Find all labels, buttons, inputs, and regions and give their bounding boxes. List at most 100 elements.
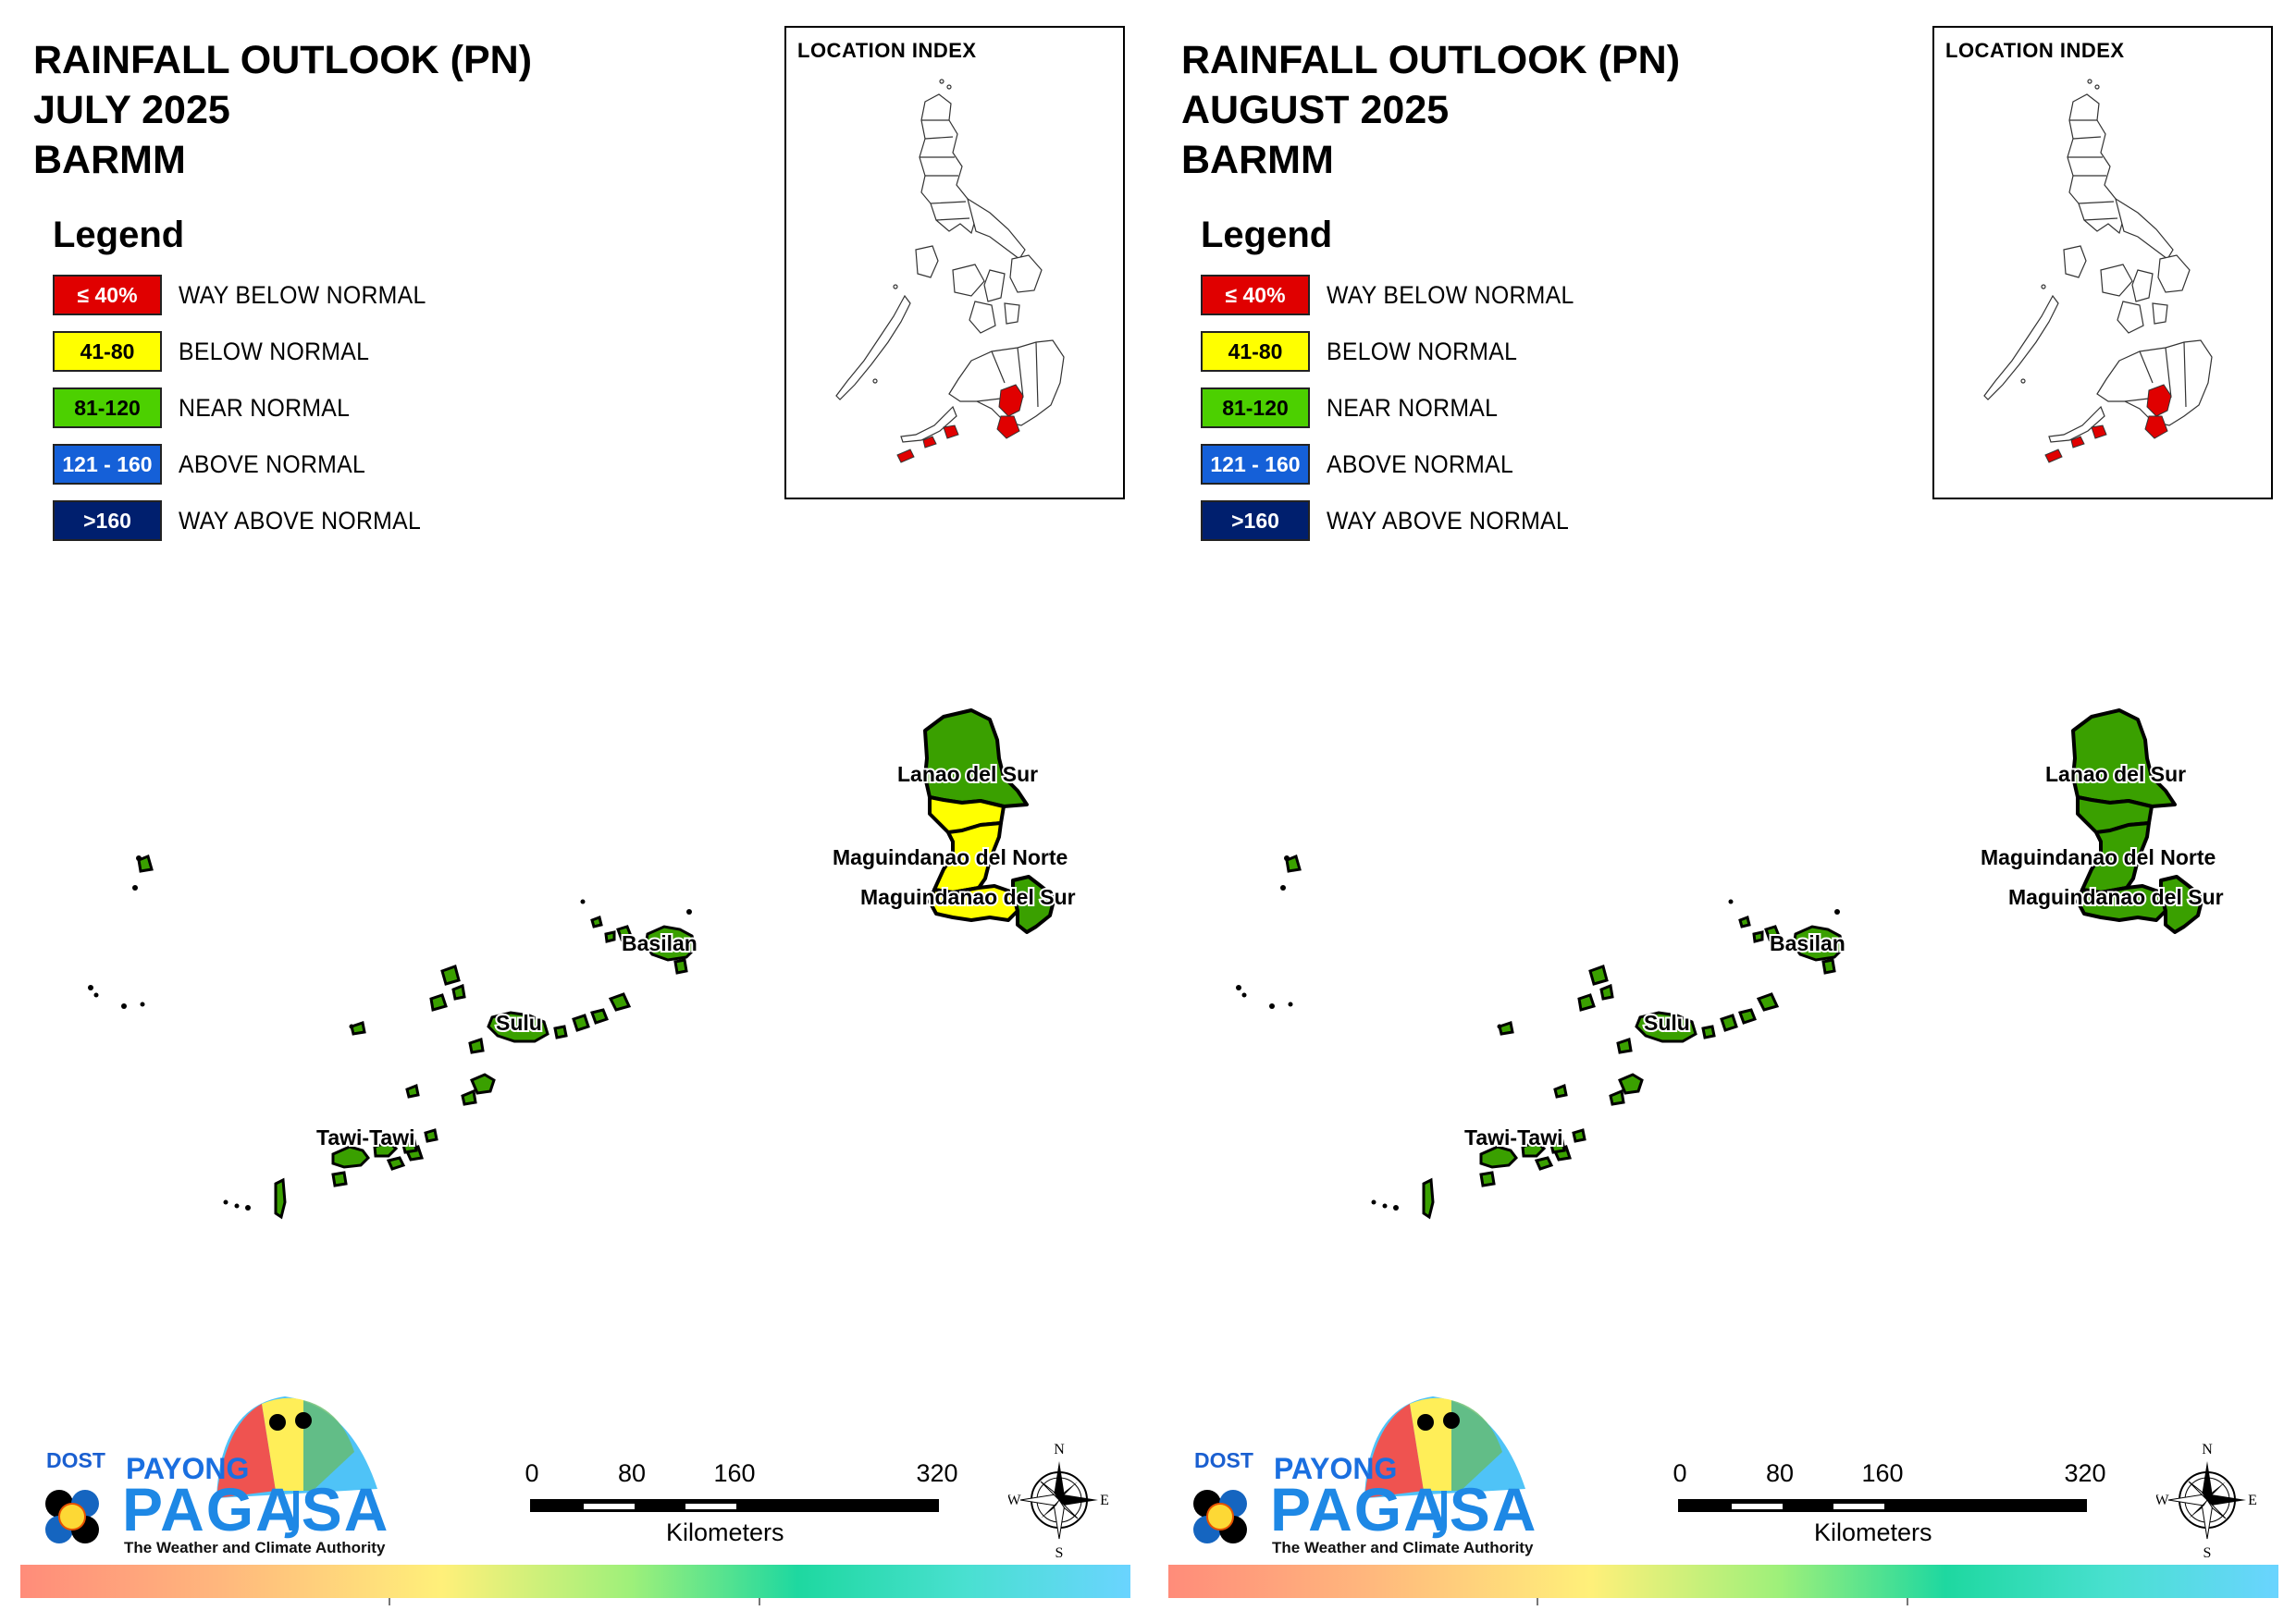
legend-swatch: 121 - 160 bbox=[53, 444, 162, 485]
north-arrow-icon: N S E W bbox=[1006, 1442, 1109, 1561]
legend: Legend ≤ 40% WAY BELOW NORMAL 41-80 BELO… bbox=[53, 215, 448, 555]
legend-item-above-normal: 121 - 160 ABOVE NORMAL bbox=[1201, 442, 1596, 486]
scale-tick-0: 0 bbox=[1673, 1459, 1687, 1487]
map-title: RAINFALL OUTLOOK (PN) AUGUST 2025 BARMM bbox=[1181, 35, 1680, 185]
footer-color-band bbox=[1168, 1565, 2278, 1598]
legend-swatch: ≤ 40% bbox=[1201, 275, 1310, 315]
scale-unit: Kilometers bbox=[1814, 1518, 1932, 1546]
pagasa-wordmark: PAGASA bbox=[122, 1475, 390, 1543]
maguindanao-del-norte bbox=[932, 821, 1003, 894]
legend: Legend ≤ 40% WAY BELOW NORMAL 41-80 BELO… bbox=[1201, 215, 1596, 555]
title-line-3: BARMM bbox=[1181, 138, 1334, 182]
label-maguindanao-del-sur: Maguindanao del Sur bbox=[2008, 885, 2224, 909]
inset-title: LOCATION INDEX bbox=[797, 39, 977, 62]
band-tick bbox=[389, 1598, 390, 1605]
pagasa-tagline: The Weather and Climate Authority bbox=[1272, 1539, 1534, 1556]
legend-item-near-normal: 81-120 NEAR NORMAL bbox=[53, 386, 448, 430]
scale-bar: 0 80 160 320 Kilometers bbox=[1673, 1459, 2110, 1561]
scale-tick-0: 0 bbox=[525, 1459, 539, 1487]
umbrella-logo-graphic bbox=[45, 1396, 377, 1543]
legend-item-way-below-normal: ≤ 40% WAY BELOW NORMAL bbox=[53, 273, 448, 317]
label-tawi-tawi: Tawi-Tawi bbox=[1464, 1125, 1563, 1150]
title-line-1: RAINFALL OUTLOOK (PN) bbox=[1181, 38, 1681, 82]
scale-bar: 0 80 160 320 Kilometers bbox=[525, 1459, 962, 1561]
dost-wordmark: DOST bbox=[46, 1448, 105, 1472]
label-maguindanao-del-norte: Maguindanao del Norte bbox=[833, 845, 1068, 869]
sulu-archipelago-islands bbox=[137, 854, 697, 1220]
legend-label: NEAR NORMAL bbox=[1327, 393, 1499, 422]
map-title: RAINFALL OUTLOOK (PN) JULY 2025 BARMM bbox=[33, 35, 532, 185]
barmm-province-map: Lanao del Sur Maguindanao del Norte Magu… bbox=[1236, 708, 2226, 1220]
compass-e: E bbox=[1100, 1493, 1109, 1508]
august-outlook-panel: RAINFALL OUTLOOK (PN) AUGUST 2025 BARMM … bbox=[1148, 0, 2296, 1623]
scale-segment bbox=[584, 1504, 635, 1509]
payong-wordmark: PAYONG bbox=[126, 1452, 250, 1485]
compass-n: N bbox=[2202, 1442, 2213, 1457]
payong-pagasa-logo: DOST PAYONG PAGASA The Weather and Clima… bbox=[1183, 1387, 1538, 1563]
label-basilan: Basilan bbox=[1770, 931, 1845, 955]
legend-swatch: 41-80 bbox=[1201, 331, 1310, 372]
legend-label: ABOVE NORMAL bbox=[179, 449, 366, 478]
scale-unit: Kilometers bbox=[666, 1518, 784, 1546]
legend-label: BELOW NORMAL bbox=[179, 337, 370, 365]
title-line-2: AUGUST 2025 bbox=[1181, 88, 1450, 132]
scale-segment bbox=[1833, 1504, 1884, 1509]
compass-rose-icon: N S E W bbox=[2154, 1441, 2258, 1561]
barmm-province-map: Lanao del Sur Maguindanao del Norte Magu… bbox=[88, 708, 1078, 1220]
legend-swatch: 81-120 bbox=[53, 387, 162, 428]
compass-n: N bbox=[1054, 1442, 1065, 1457]
scale-segment bbox=[1732, 1504, 1783, 1509]
scale-tick-160: 160 bbox=[713, 1459, 756, 1487]
title-line-2: JULY 2025 bbox=[33, 88, 230, 132]
philippines-outline-map bbox=[835, 79, 1065, 463]
compass-s: S bbox=[2203, 1545, 2212, 1559]
legend-label: WAY BELOW NORMAL bbox=[179, 280, 426, 309]
province-labels: Lanao del Sur Maguindanao del Norte Magu… bbox=[1463, 760, 2226, 1151]
legend-title: Legend bbox=[53, 215, 185, 255]
legend-swatch: >160 bbox=[53, 500, 162, 541]
title-line-3: BARMM bbox=[33, 138, 186, 182]
legend-swatch: 121 - 160 bbox=[1201, 444, 1310, 485]
scale-bar-graphic bbox=[1678, 1499, 2087, 1512]
legend-item-above-normal: 121 - 160 ABOVE NORMAL bbox=[53, 442, 448, 486]
sulu-archipelago-islands bbox=[1285, 854, 1845, 1220]
label-maguindanao-del-norte: Maguindanao del Norte bbox=[1981, 845, 2216, 869]
legend-swatch: >160 bbox=[1201, 500, 1310, 541]
legend-item-below-normal: 41-80 BELOW NORMAL bbox=[1201, 329, 1596, 374]
map-footer: DOST PAYONG PAGASA The Weather and Clima… bbox=[0, 1387, 1148, 1623]
islet-dots bbox=[1236, 855, 1840, 1211]
maguindanao-del-sur bbox=[928, 884, 1019, 922]
province-labels: Lanao del Sur Maguindanao del Norte Magu… bbox=[315, 760, 1078, 1151]
islet-dots bbox=[88, 855, 692, 1211]
label-sulu: Sulu bbox=[496, 1011, 542, 1035]
scale-tick-80: 80 bbox=[1765, 1459, 1795, 1487]
legend-label: NEAR NORMAL bbox=[179, 393, 351, 422]
label-tawi-tawi: Tawi-Tawi bbox=[316, 1125, 415, 1150]
label-lanao-del-sur: Lanao del Sur bbox=[897, 762, 1038, 786]
inset-title: LOCATION INDEX bbox=[1945, 39, 2125, 62]
scale-tick-320: 320 bbox=[2064, 1459, 2106, 1487]
scale-tick-160: 160 bbox=[1861, 1459, 1904, 1487]
legend-item-below-normal: 41-80 BELOW NORMAL bbox=[53, 329, 448, 374]
lanao-del-sur-north bbox=[2071, 708, 2177, 808]
legend-label: WAY ABOVE NORMAL bbox=[1327, 506, 1570, 535]
legend-title: Legend bbox=[1201, 215, 1333, 255]
band-tick bbox=[1907, 1598, 1908, 1605]
label-lanao-del-sur: Lanao del Sur bbox=[2045, 762, 2186, 786]
scale-segment bbox=[685, 1504, 736, 1509]
location-index-inset: LOCATION INDEX bbox=[1932, 26, 2273, 499]
pagasa-tagline: The Weather and Climate Authority bbox=[124, 1539, 386, 1556]
legend-swatch: 41-80 bbox=[53, 331, 162, 372]
band-tick bbox=[1537, 1598, 1538, 1605]
pagasa-wordmark: PAGASA bbox=[1270, 1475, 1538, 1543]
scale-tick-80: 80 bbox=[617, 1459, 647, 1487]
umbrella-logo-graphic bbox=[1193, 1396, 1525, 1543]
title-line-1: RAINFALL OUTLOOK (PN) bbox=[33, 38, 533, 82]
lanao-del-sur-north bbox=[923, 708, 1029, 808]
location-index-inset: LOCATION INDEX bbox=[784, 26, 1125, 499]
footer-color-band bbox=[20, 1565, 1130, 1598]
philippines-outline-map bbox=[1983, 79, 2213, 463]
scale-tick-320: 320 bbox=[916, 1459, 958, 1487]
maguindanao-del-sur-east bbox=[1011, 875, 1056, 934]
band-tick bbox=[759, 1598, 760, 1605]
